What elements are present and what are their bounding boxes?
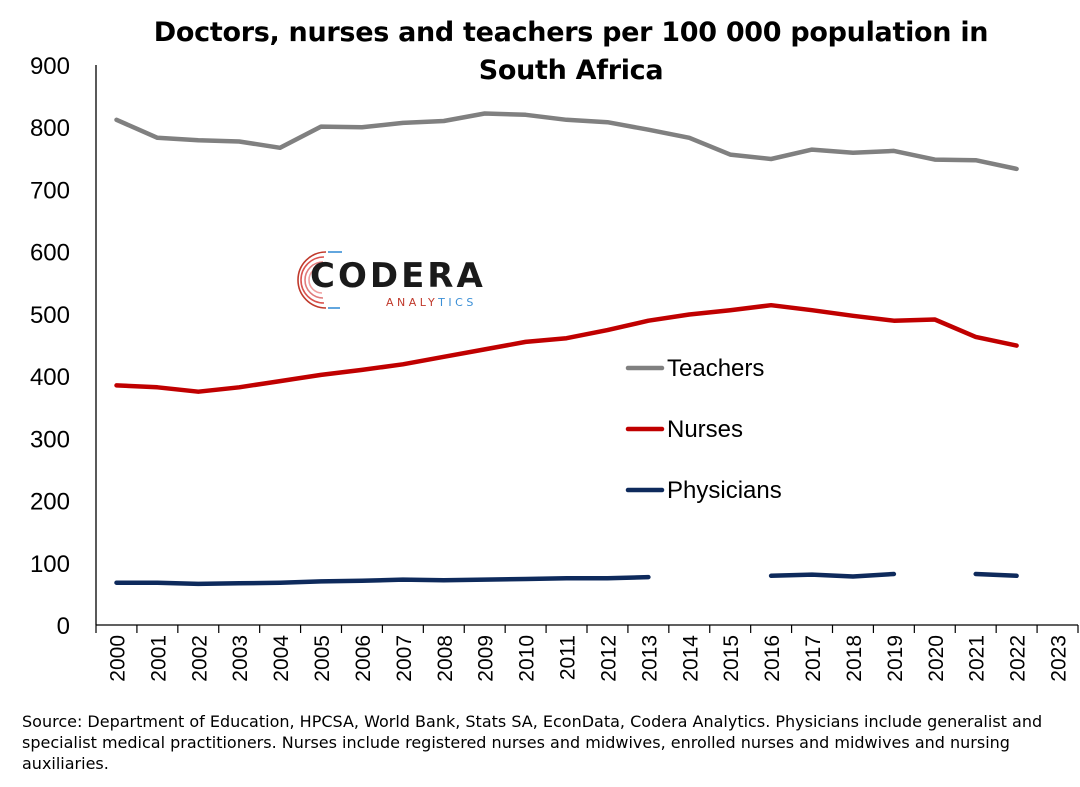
x-tick-label-2006: 2006: [352, 635, 375, 682]
x-tick-label-2000: 2000: [106, 635, 129, 682]
series-teachers: [114, 111, 1019, 172]
series-line-teachers: [114, 111, 1019, 172]
legend-label-nurses: Nurses: [667, 416, 743, 443]
codera-logo-mark-icon: [297, 251, 342, 309]
y-tick-label-800: 800: [30, 115, 70, 142]
y-tick-label-300: 300: [30, 426, 70, 453]
series-physicians: [114, 571, 1019, 587]
x-tick-label-2021: 2021: [966, 635, 989, 682]
chart-title: Doctors, nurses and teachers per 100 000…: [96, 14, 1046, 90]
x-tick-label-2008: 2008: [434, 635, 457, 682]
series-line-nurses: [114, 302, 1019, 394]
x-tick-label-2009: 2009: [475, 635, 498, 682]
y-tick-label-400: 400: [30, 364, 70, 391]
x-tick-label-2001: 2001: [147, 635, 170, 682]
x-tick-label-2015: 2015: [720, 635, 743, 682]
y-tick-label-200: 200: [30, 489, 70, 516]
logo-wordmark: CODERA: [310, 256, 486, 296]
x-tick-label-2005: 2005: [311, 635, 334, 682]
x-tick-label-2013: 2013: [638, 635, 661, 682]
logo-subtitle: ANALYTICS: [386, 296, 477, 309]
chart-title-line-1: Doctors, nurses and teachers per 100 000…: [153, 17, 989, 48]
y-tick-label-100: 100: [30, 551, 70, 578]
x-tick-label-2018: 2018: [843, 635, 866, 682]
x-tick-label-2014: 2014: [679, 635, 702, 682]
series-nurses: [114, 302, 1019, 394]
x-tick-label-2011: 2011: [557, 635, 580, 680]
logo-subtitle-red: ANALY: [386, 296, 439, 309]
logo-subtitle-blue: TICS: [438, 296, 477, 309]
x-tick-label-2012: 2012: [597, 635, 620, 682]
x-tick-label-2007: 2007: [393, 635, 416, 682]
x-tick-label-2019: 2019: [884, 635, 907, 682]
codera-logo: CODERA ANALYTICS: [290, 244, 500, 316]
source-note: Source: Department of Education, HPCSA, …: [22, 712, 1043, 773]
series-line-physicians: [114, 571, 1019, 587]
x-tick-label-2016: 2016: [761, 635, 784, 682]
x-tick-label-2023: 2023: [1048, 635, 1071, 682]
y-tick-label-900: 900: [30, 53, 70, 80]
x-tick-label-2003: 2003: [229, 635, 252, 682]
legend-label-physicians: Physicians: [667, 477, 782, 504]
x-tick-label-2020: 2020: [925, 635, 948, 682]
x-tick-label-2004: 2004: [270, 635, 293, 682]
x-tick-label-2017: 2017: [802, 635, 825, 682]
legend-label-teachers: Teachers: [667, 355, 764, 382]
y-tick-label-0: 0: [57, 613, 70, 640]
x-tick-label-2010: 2010: [516, 635, 539, 682]
y-tick-label-700: 700: [30, 177, 70, 204]
y-tick-label-500: 500: [30, 302, 70, 329]
x-tick-label-2002: 2002: [188, 635, 211, 682]
x-tick-label-2022: 2022: [1007, 635, 1030, 682]
y-tick-label-600: 600: [30, 240, 70, 267]
chart-title-line-2: South Africa: [478, 55, 664, 86]
